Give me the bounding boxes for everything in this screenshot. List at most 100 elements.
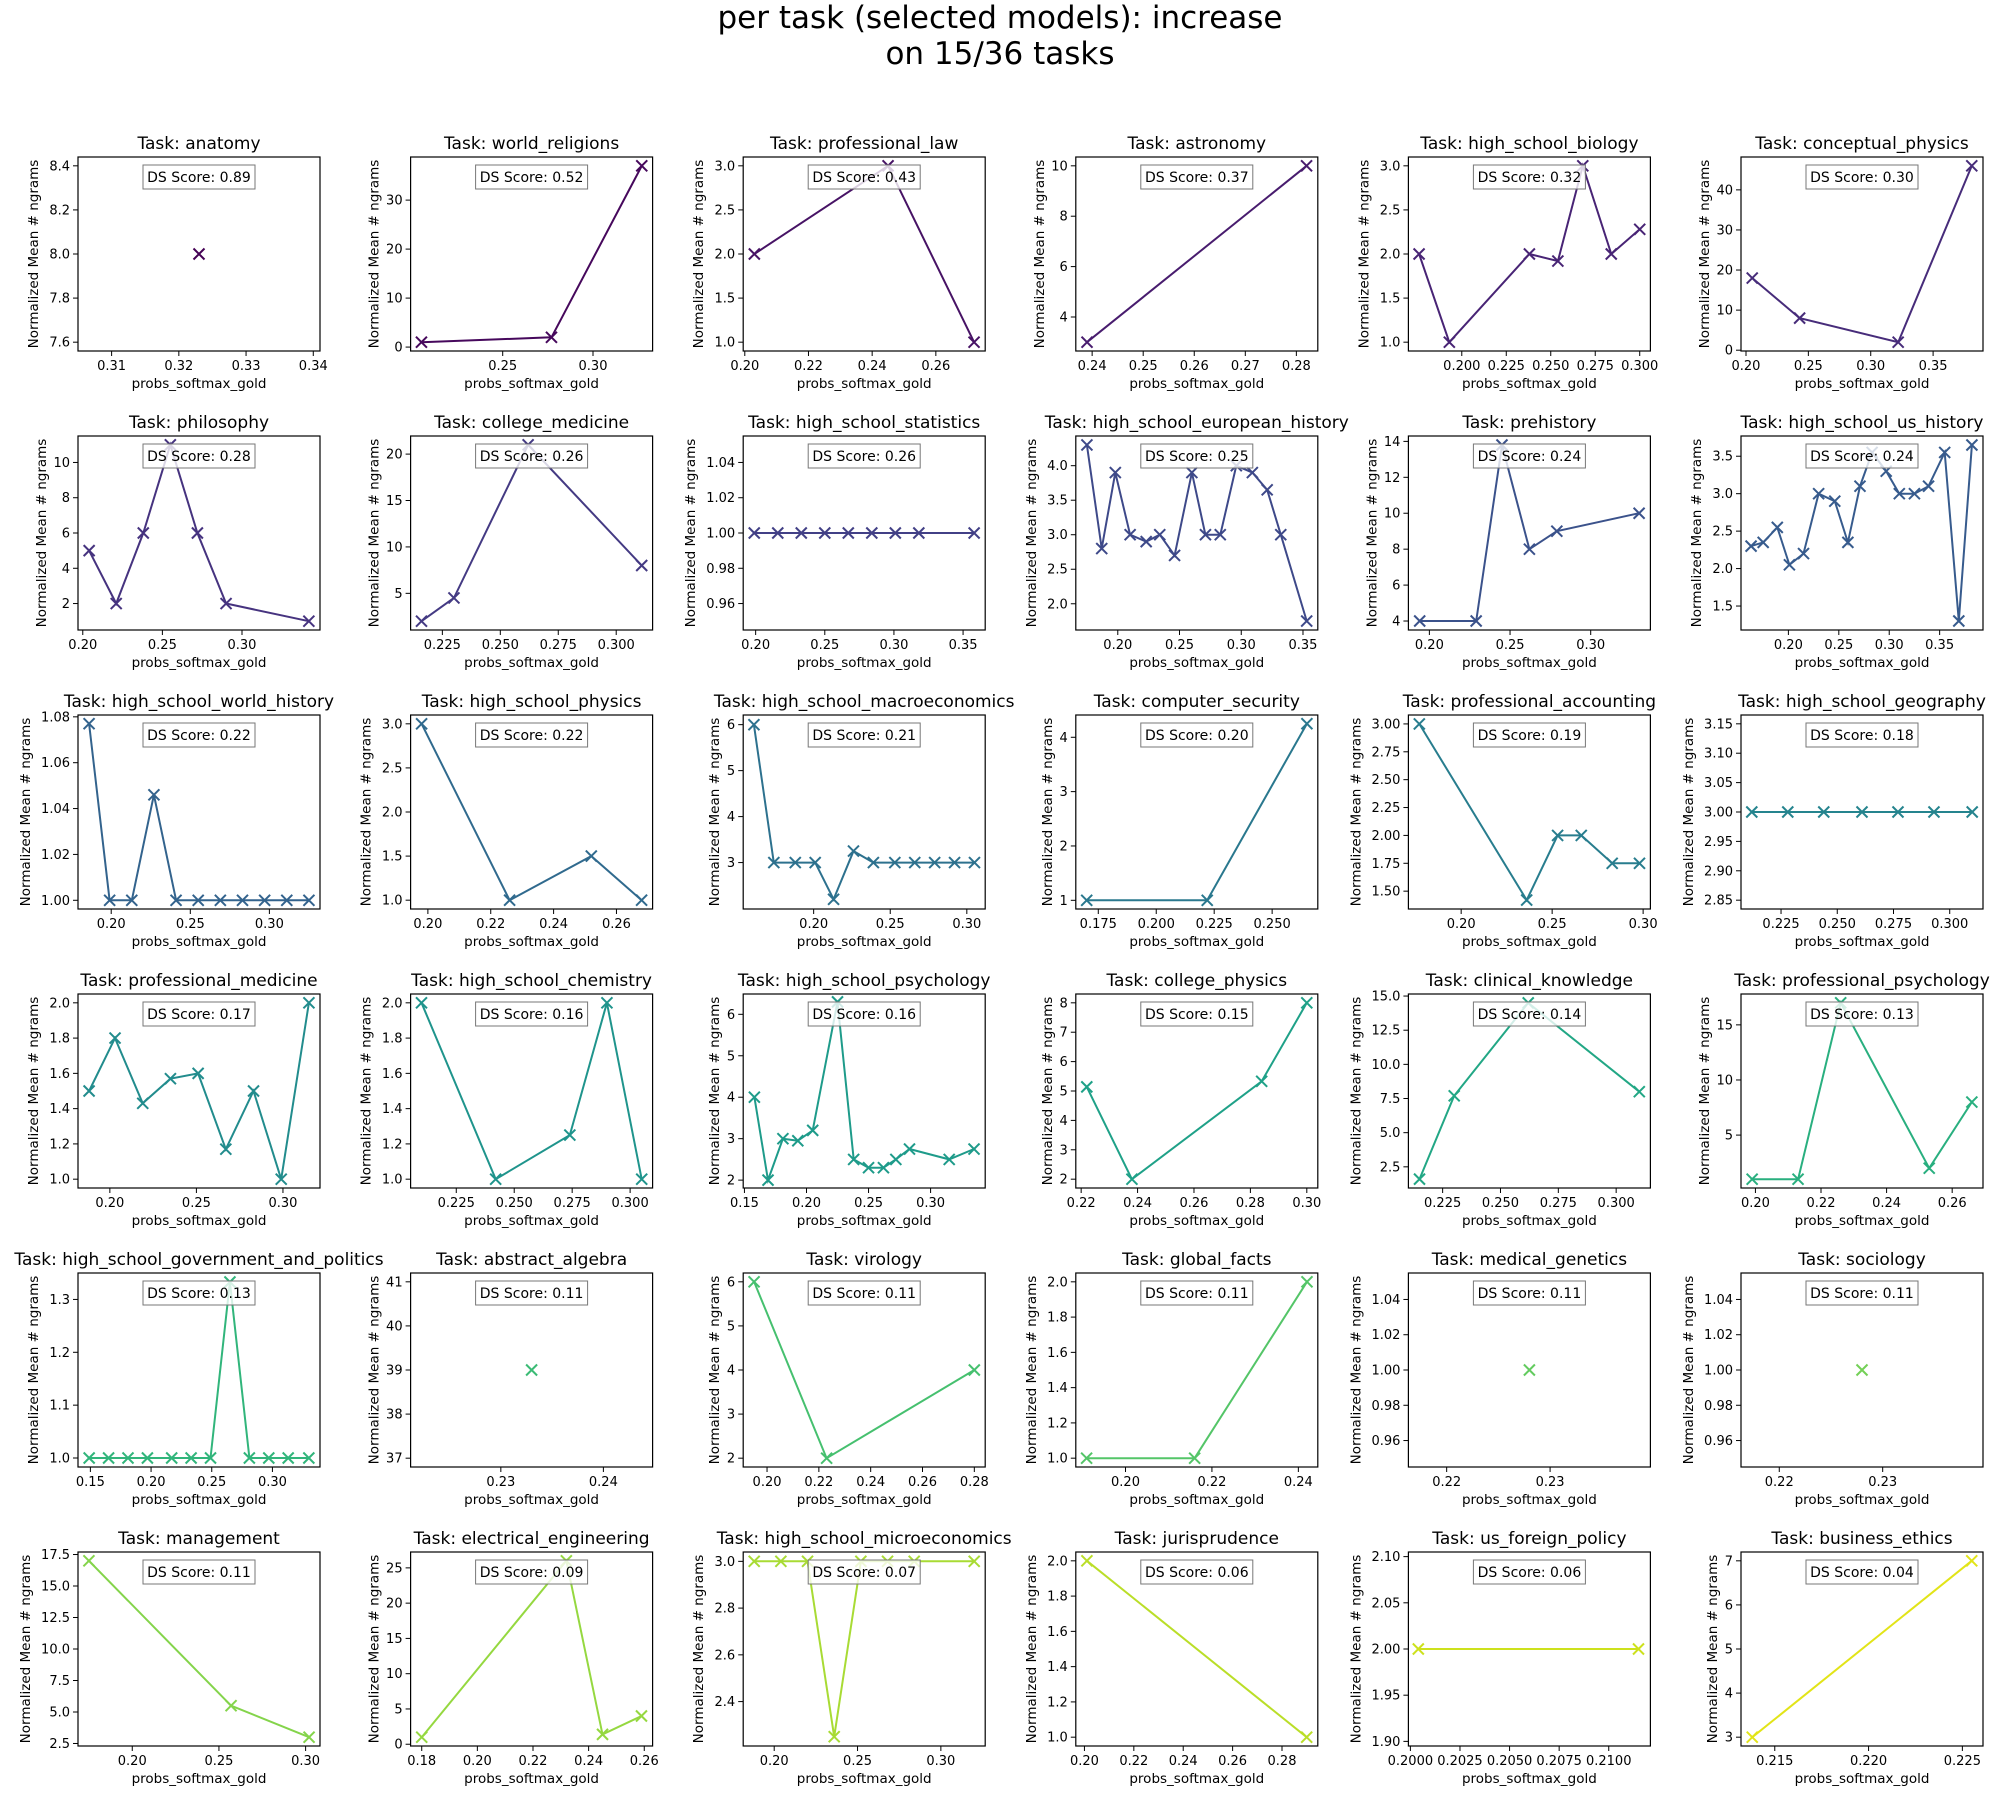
data-point — [1781, 805, 1794, 819]
subplot-title: Task: high_school_macroeconomics — [713, 692, 1015, 712]
ds-score-label: DS Score: 0.16 — [812, 1007, 916, 1023]
data-point — [236, 894, 249, 907]
axes-frame — [1075, 1272, 1319, 1468]
y-tick-label: 2.0 — [49, 996, 70, 1011]
x-tick-label: 0.20 — [95, 1196, 124, 1211]
x-tick-label: 0.25 — [1794, 359, 1823, 374]
y-tick-label: 40 — [386, 1319, 403, 1334]
y-tick-label: 3.0 — [382, 717, 403, 732]
y-tick-label: 0.98 — [1371, 1399, 1400, 1414]
y-tick-label: 5.0 — [1380, 1126, 1401, 1141]
y-tick-label: 2.5 — [1047, 563, 1068, 578]
ds-score-label: DS Score: 0.52 — [480, 170, 584, 186]
subplot-title: Task: clinical_knowledge — [1425, 971, 1633, 991]
y-tick-label: 1.2 — [1047, 1416, 1068, 1431]
data-point — [110, 597, 123, 610]
data-point — [1413, 717, 1426, 731]
data-point — [103, 894, 116, 907]
x-axis-label: probs_softmax_gold — [1129, 655, 1264, 671]
x-tick-label: 0.33 — [232, 359, 261, 374]
ds-score-label: DS Score: 0.13 — [147, 1286, 251, 1302]
ds-score-box — [1472, 722, 1586, 748]
x-axis-label: probs_softmax_gold — [1129, 934, 1264, 950]
ds-score-box — [1140, 722, 1254, 748]
x-tick-label: 0.225 — [424, 638, 461, 653]
ds-score-label: DS Score: 0.06 — [1145, 1565, 1249, 1581]
y-tick-label: 1.8 — [1047, 1590, 1068, 1605]
x-tick-label: 0.25 — [1824, 638, 1853, 653]
data-point — [1633, 857, 1646, 870]
x-axis-label: probs_softmax_gold — [1462, 1213, 1597, 1229]
subplot-title: Task: high_school_statistics — [747, 413, 980, 433]
x-tick-label: 0.24 — [1123, 1196, 1152, 1211]
y-tick-label: 4 — [1392, 615, 1400, 630]
data-point — [968, 856, 981, 869]
data-point — [585, 849, 598, 863]
data-point — [525, 1363, 538, 1377]
x-tick-label: 0.30 — [255, 917, 284, 932]
y-tick-label: 0.96 — [1704, 1434, 1733, 1449]
axes-frame — [1740, 435, 1984, 631]
y-tick-label: 1.4 — [49, 1102, 70, 1117]
x-axis-label: probs_softmax_gold — [464, 934, 599, 950]
y-tick-label: 2.5 — [49, 1737, 70, 1752]
data-point — [795, 526, 808, 540]
series-line — [420, 1002, 643, 1181]
y-tick-label: 2 — [62, 597, 70, 612]
y-tick-label: 4 — [1060, 310, 1068, 325]
y-tick-label: 10 — [1384, 507, 1401, 522]
y-tick-label: 1 — [1060, 894, 1068, 909]
x-tick-label: 0.24 — [589, 1475, 618, 1490]
data-point — [415, 717, 428, 731]
x-tick-label: 0.22 — [1067, 1196, 1096, 1211]
data-point — [1855, 805, 1869, 819]
y-tick-label: 3.5 — [1047, 494, 1068, 509]
ds-score-label: DS Score: 0.89 — [147, 170, 251, 186]
y-tick-label: 7.6 — [49, 336, 70, 351]
data-point — [1746, 1730, 1759, 1744]
y-tick-label: 38 — [386, 1408, 403, 1423]
x-tick-label: 0.20 — [463, 1754, 492, 1769]
y-tick-label: 5.0 — [49, 1705, 70, 1720]
y-tick-label: 10 — [1051, 159, 1068, 174]
subplot-title: Task: business_ethics — [1770, 1529, 1952, 1549]
x-tick-label: 0.20 — [760, 1754, 789, 1769]
x-axis-label: probs_softmax_gold — [797, 655, 932, 671]
x-tick-label: 0.30 — [579, 359, 608, 374]
series-line — [1086, 165, 1308, 343]
y-tick-label: 30 — [1716, 223, 1733, 238]
x-tick-label: 0.24 — [574, 1754, 603, 1769]
x-tick-label: 0.2000 — [1388, 1754, 1434, 1769]
subplot-world-religions: Task: world_religions 0.25 0.30 0 10 20 30 prob… — [367, 134, 654, 392]
y-tick-label: 41 — [386, 1275, 403, 1290]
data-point — [1632, 1642, 1645, 1656]
data-point — [503, 893, 516, 907]
y-tick-label: 2.4 — [715, 1695, 736, 1710]
x-axis-label: probs_softmax_gold — [797, 376, 932, 392]
data-point — [1125, 1172, 1139, 1186]
y-tick-label: 10 — [386, 1667, 403, 1682]
data-point — [1153, 528, 1166, 541]
y-axis-label: Normalized Mean # ngrams — [1364, 439, 1380, 628]
y-tick-label: 1.08 — [41, 710, 70, 725]
x-tick-label: 0.2025 — [1437, 1754, 1483, 1769]
y-tick-label: 2.85 — [1704, 894, 1733, 909]
ds-score-box — [807, 1559, 921, 1585]
subplot-title: Task: professional_law — [769, 134, 958, 154]
y-tick-label: 1.75 — [1371, 857, 1400, 872]
data-point — [1771, 521, 1784, 534]
subplot-college-physics: Task: college_physics 0.22 0.24 0.26 0.28 0.3… — [1040, 971, 1321, 1229]
data-point — [865, 526, 879, 540]
subplot-title: Task: professional_accounting — [1402, 692, 1656, 712]
data-point — [1551, 829, 1564, 842]
data-point — [82, 544, 96, 557]
data-point — [415, 614, 428, 628]
y-tick-label: 5 — [1060, 1085, 1068, 1100]
subplot-title: Task: prehistory — [1461, 413, 1596, 433]
ds-score-label: DS Score: 0.15 — [1145, 1007, 1249, 1023]
x-tick-label: 0.30 — [258, 1475, 287, 1490]
y-tick-label: 3 — [1060, 1143, 1068, 1158]
x-axis-label: probs_softmax_gold — [132, 1492, 267, 1508]
subplot-title: Task: sociology — [1797, 1250, 1926, 1270]
x-tick-label: 0.300 — [598, 638, 635, 653]
